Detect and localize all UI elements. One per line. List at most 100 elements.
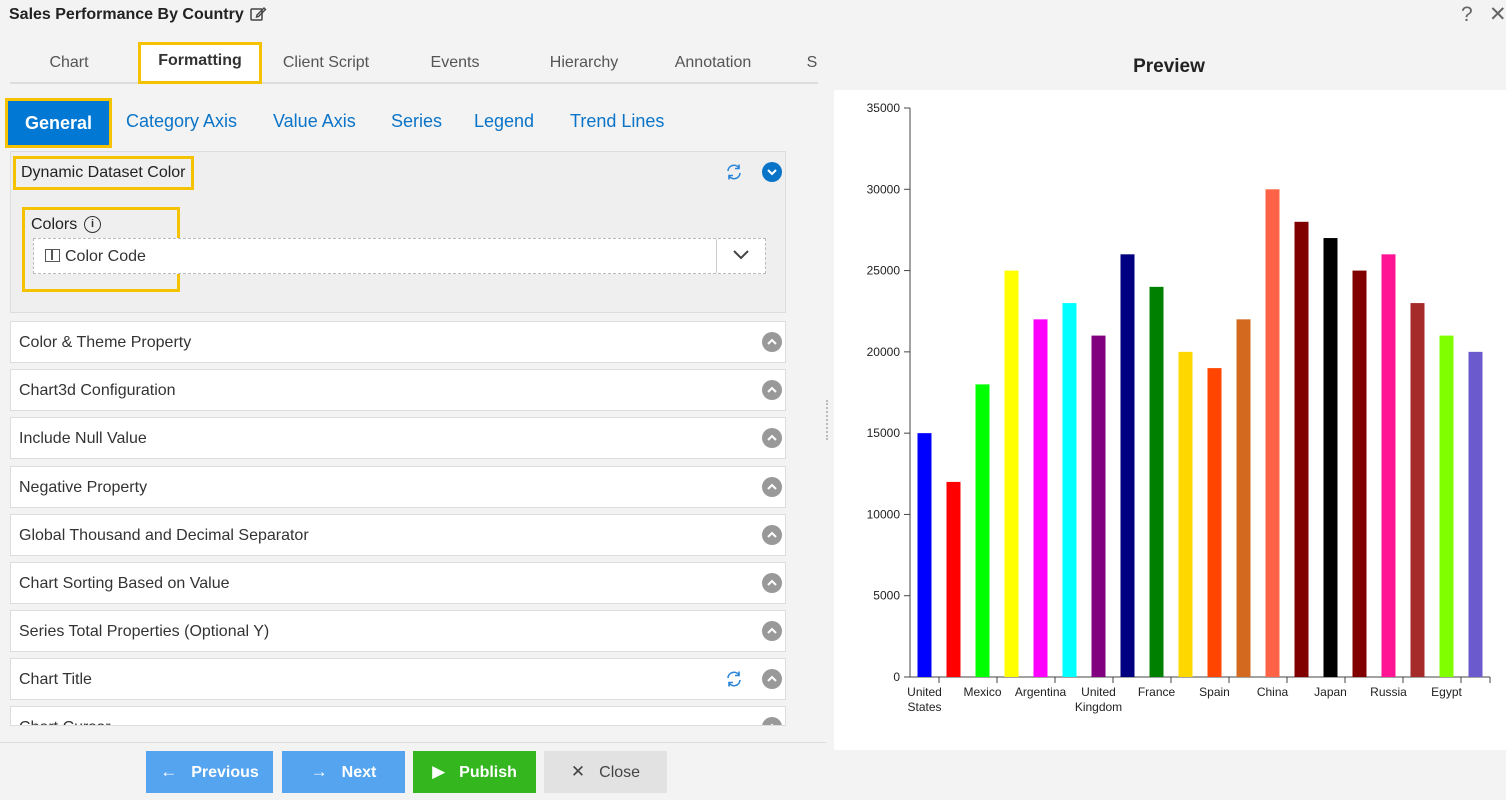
refresh-icon[interactable]	[725, 670, 743, 688]
accordion-row[interactable]: Series Total Properties (Optional Y)	[10, 610, 786, 652]
x-tick-label: Russia	[1370, 685, 1407, 699]
bar	[946, 481, 961, 677]
subtab-value-axis[interactable]: Value Axis	[273, 111, 356, 131]
info-icon[interactable]: i	[84, 216, 101, 233]
accordion-label: Chart Title	[19, 671, 92, 688]
accordion-label: Series Total Properties (Optional Y)	[19, 623, 270, 640]
footer: ← Previous → Next ▶ Publish ✕ Close	[0, 742, 826, 800]
colors-dropdown[interactable]: Color Code	[33, 238, 766, 274]
bar	[1004, 270, 1019, 677]
preview-panel: Preview 0 5000 10000 15000 20000 25000 30000 35…	[832, 34, 1506, 800]
chart-area: 0 5000 10000 15000 20000 25000 30000 35000 Unite…	[834, 90, 1506, 750]
expand-section-icon[interactable]	[762, 669, 782, 689]
accordion-label: Chart3d Configuration	[19, 382, 176, 399]
x-tick-label: Spain	[1199, 685, 1230, 699]
bar	[1381, 254, 1396, 678]
bar	[1323, 238, 1338, 678]
bar	[1265, 189, 1280, 677]
publish-label: Publish	[459, 764, 517, 781]
arrow-right-icon: →	[310, 762, 328, 781]
expand-section-icon[interactable]	[762, 332, 782, 352]
accordion-row[interactable]: Chart Title	[10, 658, 786, 700]
expand-section-icon[interactable]	[762, 621, 782, 641]
y-tick-label: 35000	[867, 101, 901, 115]
subtab-series[interactable]: Series	[391, 111, 443, 131]
app-title: Sales Performance By Country	[9, 6, 244, 23]
tab-overflow[interactable]: S	[806, 54, 818, 71]
tab-events[interactable]: Events	[430, 54, 480, 71]
accordion-row[interactable]: Global Thousand and Decimal Separator	[10, 514, 786, 556]
bar	[1468, 351, 1483, 677]
accordion-label: Color & Theme Property	[19, 334, 192, 351]
accordion-row[interactable]: Negative Property	[10, 466, 786, 508]
dropdown-separator	[716, 239, 717, 273]
tab-formatting[interactable]: Formatting	[138, 42, 262, 84]
title-bar: Sales Performance By Country ? ✕	[0, 0, 1506, 34]
play-icon: ▶	[432, 762, 446, 781]
bar	[1410, 303, 1425, 677]
next-label: Next	[341, 764, 377, 781]
expand-section-icon[interactable]	[762, 573, 782, 593]
bar	[975, 384, 990, 677]
accordion-row[interactable]: Color & Theme Property	[10, 321, 786, 363]
accordion-row[interactable]: Chart3d Configuration	[10, 369, 786, 411]
publish-button[interactable]: ▶ Publish	[413, 751, 536, 793]
accordion-row[interactable]: Chart Cursor	[10, 706, 786, 726]
previous-label: Previous	[191, 764, 259, 781]
x-tick-label: United States	[907, 685, 942, 714]
x-tick-label: Egypt	[1431, 685, 1462, 699]
tab-chart[interactable]: Chart	[49, 54, 89, 71]
expand-section-icon[interactable]	[762, 525, 782, 545]
bar	[917, 433, 932, 677]
expand-section-icon[interactable]	[762, 428, 782, 448]
bar	[1352, 270, 1367, 677]
preview-title: Preview	[1133, 56, 1205, 77]
x-tick-label: France	[1138, 685, 1176, 699]
subtab-legend[interactable]: Legend	[474, 111, 535, 131]
accordion-label: Chart Cursor	[19, 719, 111, 725]
subtab-trend-lines[interactable]: Trend Lines	[570, 111, 665, 131]
chevron-down-icon[interactable]	[731, 244, 751, 264]
close-window-icon[interactable]: ✕	[1489, 3, 1506, 26]
tab-client-script[interactable]: Client Script	[282, 54, 370, 71]
left-panel: Chart Formatting Client Script Events Hi…	[0, 34, 826, 800]
close-button[interactable]: ✕ Close	[544, 751, 667, 793]
bar	[1207, 368, 1222, 677]
accordion-row[interactable]: Chart Sorting Based on Value	[10, 562, 786, 604]
main-tabs: Chart Formatting Client Script Events Hi…	[10, 42, 818, 84]
x-tick-label: China	[1257, 685, 1289, 699]
bar	[1091, 335, 1106, 677]
bar	[1062, 303, 1077, 677]
bar	[1294, 221, 1309, 678]
dynamic-dataset-color-section: Dynamic Dataset Color Colors i Color Cod…	[10, 151, 786, 313]
edit-icon[interactable]	[249, 5, 267, 23]
close-icon: ✕	[570, 762, 586, 781]
bar	[1149, 286, 1164, 677]
collapse-section-icon[interactable]	[762, 162, 782, 182]
bar	[1236, 319, 1251, 677]
sub-tabs: General Category Axis Value Axis Series …	[0, 98, 826, 148]
next-button[interactable]: → Next	[282, 751, 405, 793]
expand-section-icon[interactable]	[762, 380, 782, 400]
section-title[interactable]: Dynamic Dataset Color	[13, 156, 194, 190]
bar	[1439, 335, 1454, 677]
bar	[1178, 351, 1193, 677]
bar-chart: 0 5000 10000 15000 20000 25000 30000 35000 Unite…	[867, 101, 1491, 714]
accordion-row[interactable]: Include Null Value	[10, 417, 786, 459]
y-tick-label: 15000	[867, 426, 901, 440]
resize-handle[interactable]	[826, 400, 832, 440]
expand-section-icon[interactable]	[762, 717, 782, 725]
expand-section-icon[interactable]	[762, 477, 782, 497]
tab-annotation[interactable]: Annotation	[674, 54, 752, 71]
y-tick-label: 10000	[867, 507, 901, 521]
tab-hierarchy[interactable]: Hierarchy	[549, 54, 619, 71]
subtab-general[interactable]: General	[5, 98, 112, 148]
x-tick-label: Japan	[1314, 685, 1347, 699]
refresh-icon[interactable]	[725, 163, 743, 181]
x-tick-label: Argentina	[1015, 685, 1067, 699]
help-icon[interactable]: ?	[1461, 3, 1473, 26]
x-tick-label: United Kingdom	[1075, 685, 1122, 714]
accordion-label: Negative Property	[19, 479, 148, 496]
subtab-category-axis[interactable]: Category Axis	[126, 111, 238, 131]
previous-button[interactable]: ← Previous	[146, 751, 273, 793]
